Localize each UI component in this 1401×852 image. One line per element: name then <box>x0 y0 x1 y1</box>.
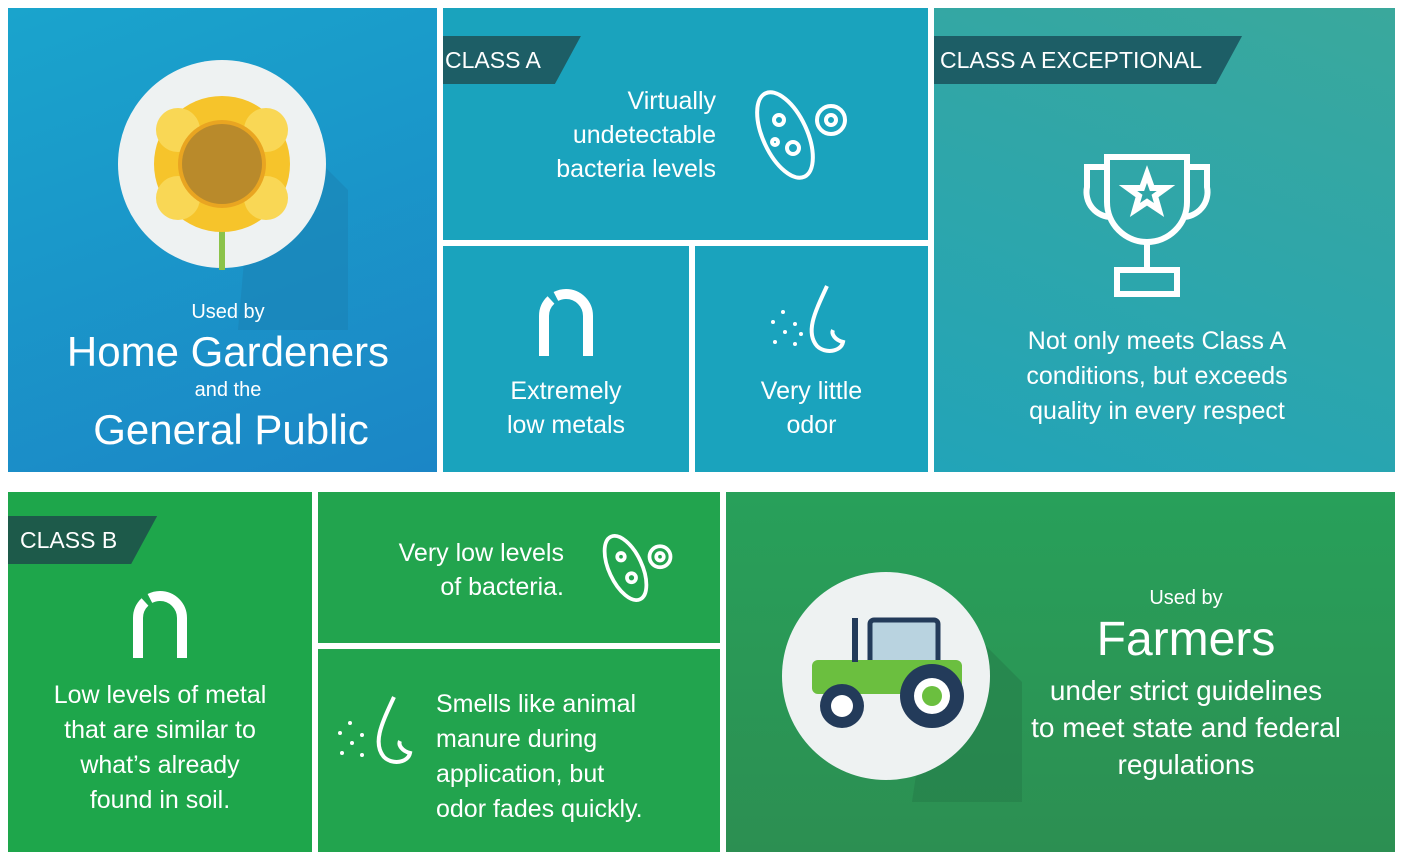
text-line: what’s already <box>8 748 312 783</box>
text-line: manure during <box>436 722 643 757</box>
magnet-icon <box>536 286 596 356</box>
panel-home: Used by Home Gardeners and the General P… <box>8 8 437 472</box>
text-line: Very little <box>695 374 928 408</box>
class-label: CLASS B <box>8 516 157 564</box>
panel-class-a-exceptional: CLASS A EXCEPTIONAL Not only meets Class… <box>934 8 1395 472</box>
text-line: Virtually <box>556 84 716 118</box>
magnet-icon <box>130 588 190 658</box>
audience-primary: Farmers <box>1036 610 1336 670</box>
text-line: undetectable <box>556 118 716 152</box>
audience-secondary: General Public <box>8 404 437 457</box>
text-line: that are similar to <box>8 713 312 748</box>
text-line: Smells like animal <box>436 687 643 722</box>
text-line: regulations <box>1006 746 1366 783</box>
text-line: Very low levels <box>399 536 564 570</box>
used-by: Used by <box>1036 586 1336 611</box>
text-line: odor fades quickly. <box>436 792 643 827</box>
nose-icon <box>765 282 855 362</box>
text-line: low metals <box>443 408 689 442</box>
page: Used by Home Gardeners and the General P… <box>0 0 1401 852</box>
text-line: found in soil. <box>8 783 312 818</box>
text-line: Low levels of metal <box>8 678 312 713</box>
bacteria-icon <box>743 80 863 190</box>
text-line: under strict guidelines <box>1006 672 1366 709</box>
trophy-icon <box>1082 152 1212 302</box>
bacteria-icon <box>594 526 684 610</box>
text-line: conditions, but exceeds <box>934 359 1380 394</box>
audience-primary: Home Gardeners <box>8 326 437 379</box>
nose-icon <box>332 693 422 773</box>
text-line: quality in every respect <box>934 394 1380 429</box>
class-label: CLASS A EXCEPTIONAL <box>934 36 1242 84</box>
class-label: CLASS A <box>443 36 581 84</box>
text-line: application, but <box>436 757 643 792</box>
text-line: of bacteria. <box>399 570 564 604</box>
sunflower-icon <box>118 60 348 330</box>
text-line: bacteria levels <box>556 152 716 186</box>
text-line: Extremely <box>443 374 689 408</box>
text-line: odor <box>695 408 928 442</box>
used-by: Used by <box>8 300 437 325</box>
text-line: Not only meets Class A <box>934 324 1380 359</box>
text-line: to meet state and federal <box>1006 709 1366 746</box>
audience-connector: and the <box>8 378 437 403</box>
tractor-icon <box>782 572 1022 802</box>
